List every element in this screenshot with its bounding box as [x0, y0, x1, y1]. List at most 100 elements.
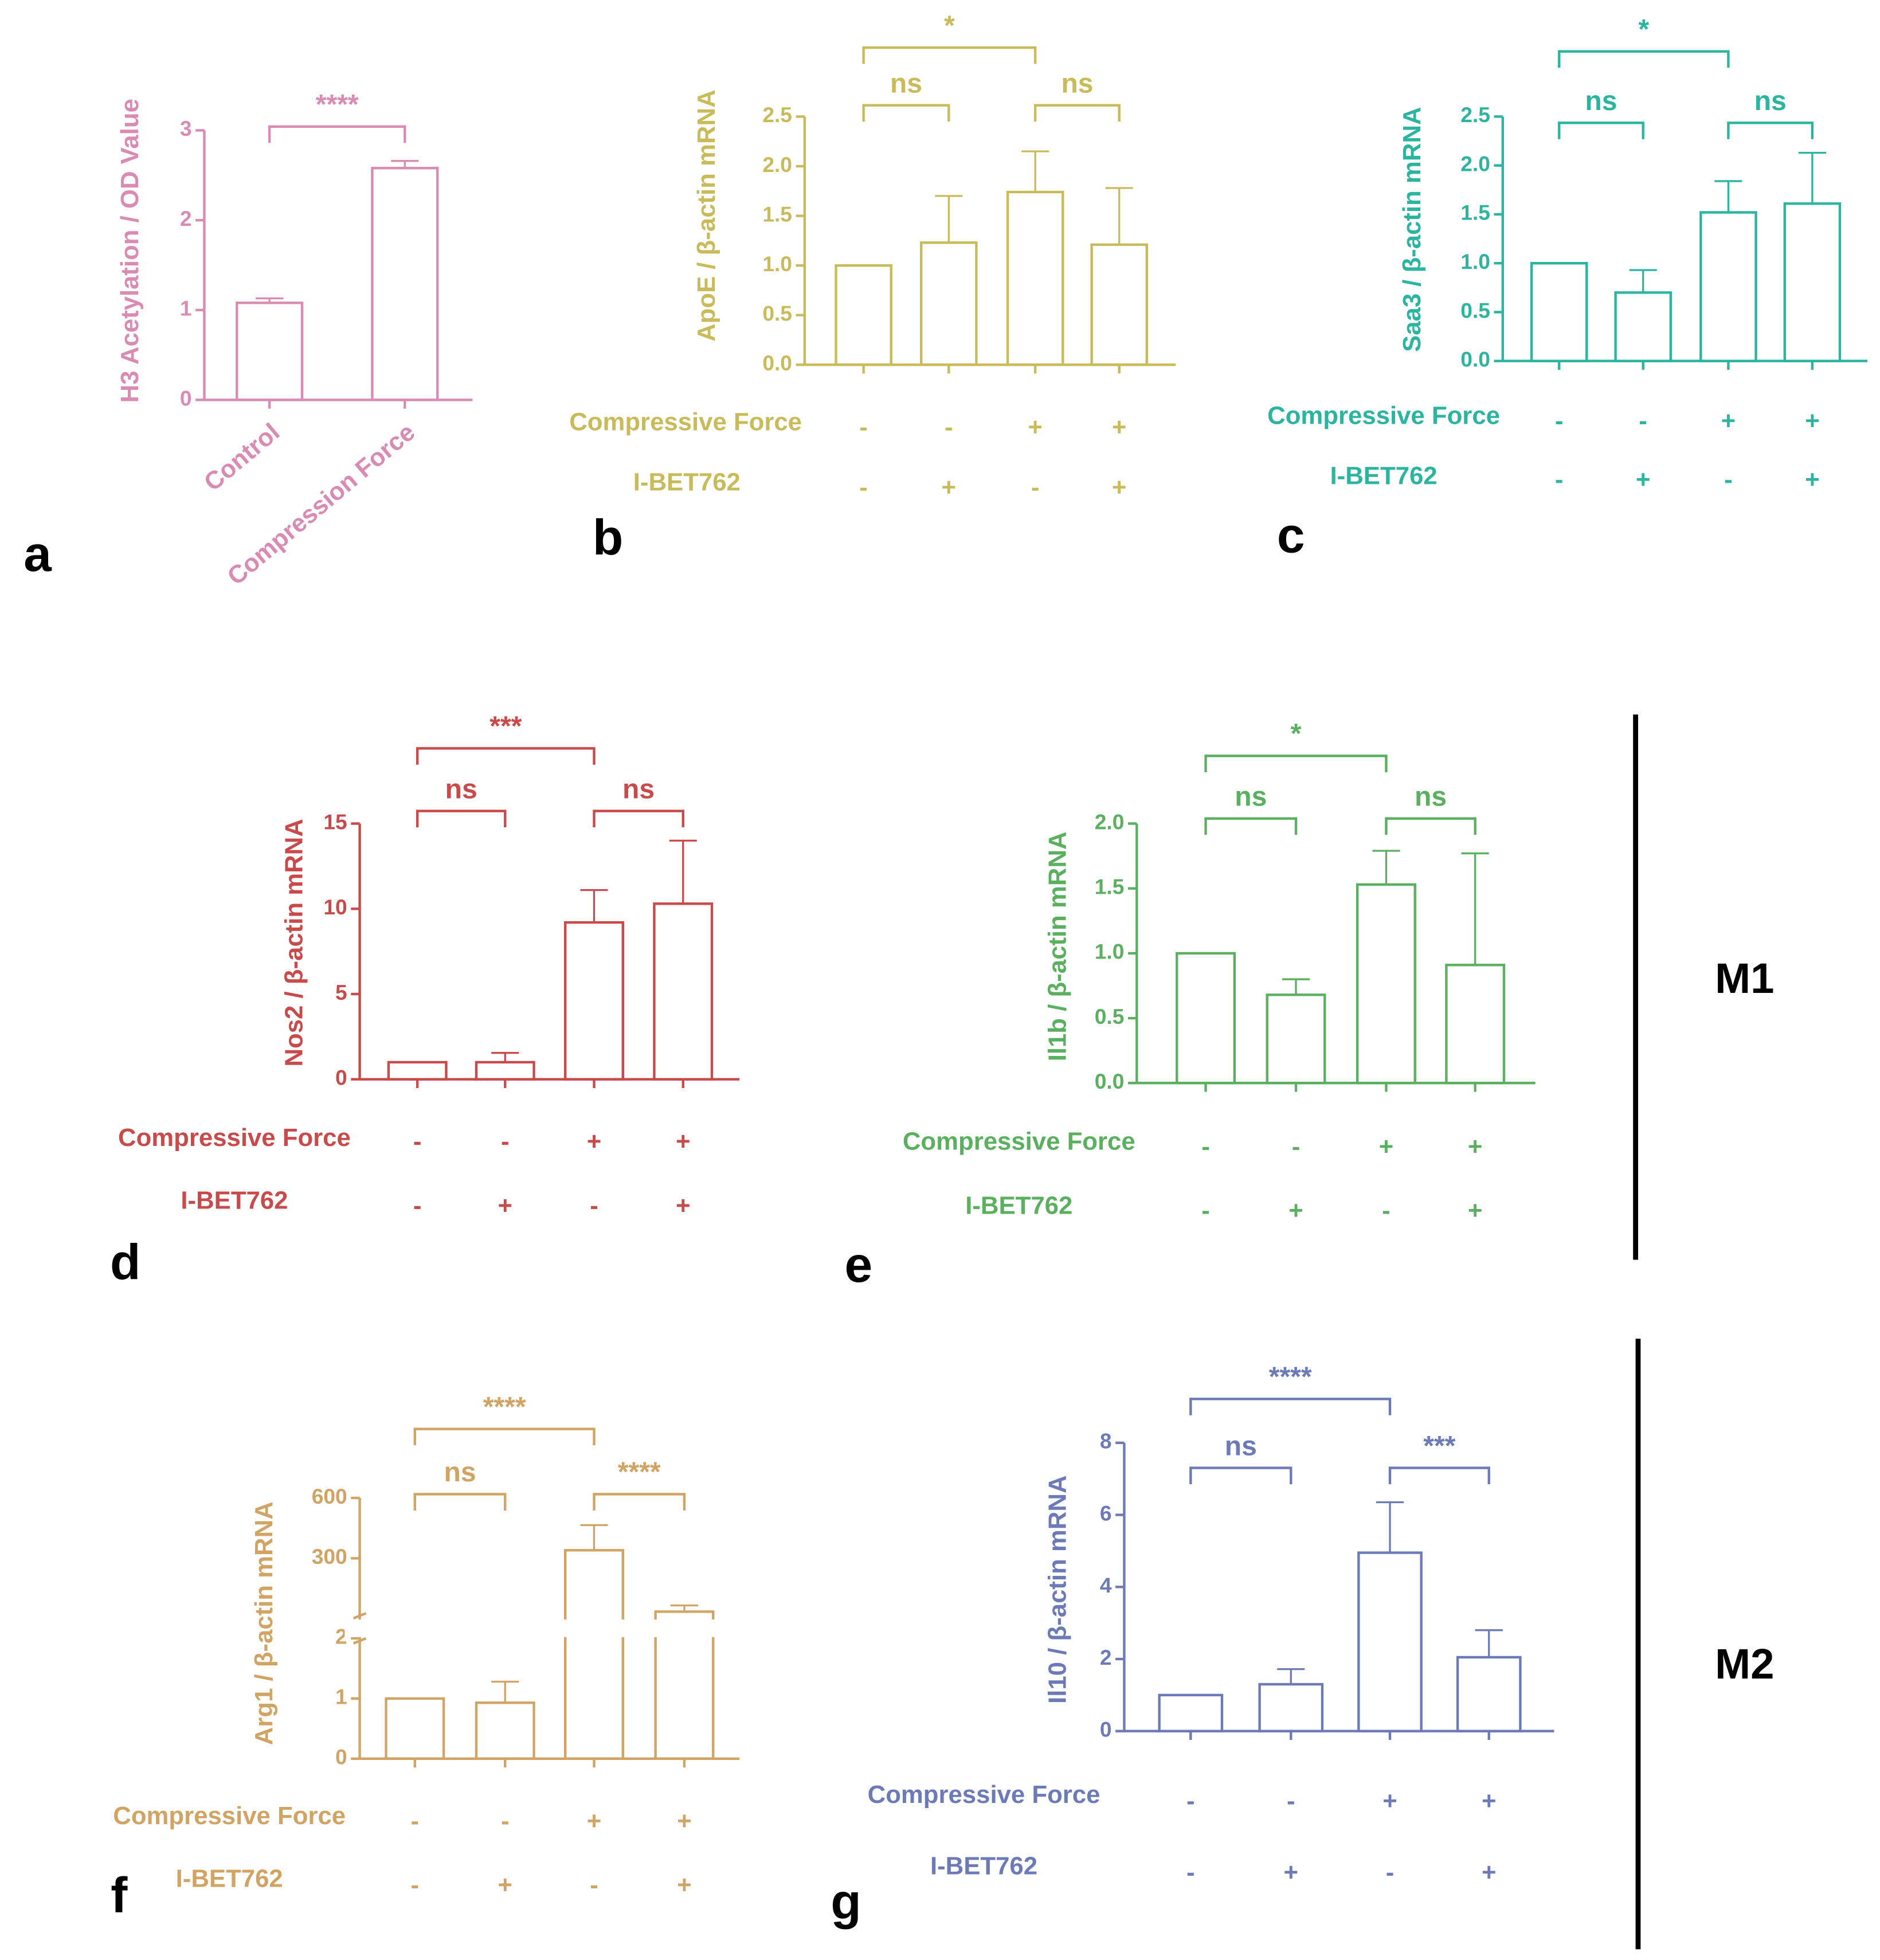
y-tick-label: 1	[335, 1685, 347, 1709]
significance-label: ns	[1754, 85, 1787, 116]
y-tick-label: 1.0	[1460, 249, 1490, 273]
row-sign: -	[413, 1128, 422, 1156]
row-sign: +	[1805, 465, 1820, 494]
y-tick-label: 300	[312, 1544, 347, 1568]
bar	[1006, 190, 1064, 366]
x-tick-label: Control	[199, 418, 285, 496]
significance-label: ns	[1235, 781, 1267, 812]
significance-bracket	[1388, 1466, 1490, 1484]
bar	[1266, 993, 1326, 1085]
y-tick-label: 2	[1100, 1645, 1112, 1669]
row-sign: +	[498, 1191, 512, 1219]
bar	[920, 241, 978, 366]
y-tick-label: 1.0	[1095, 940, 1125, 964]
row-sign: -	[1639, 406, 1647, 435]
significance-bracket	[1189, 1466, 1292, 1484]
y-axis-label: Arg1 / β-actin mRNA	[250, 1501, 278, 1745]
bar	[475, 1061, 535, 1081]
bar	[1783, 202, 1842, 362]
significance-label: ns	[445, 773, 477, 804]
panel-letter: c	[1277, 507, 1305, 563]
row-label: I-BET762	[633, 468, 741, 496]
group-label: M2	[1715, 1640, 1774, 1688]
significance-bracket	[593, 1493, 686, 1511]
significance-label: ***	[489, 711, 522, 742]
significance-bracket	[862, 46, 1037, 64]
significance-label: ns	[1225, 1430, 1257, 1461]
significance-bracket	[862, 104, 950, 122]
y-axis-label: Nos2 / β-actin mRNA	[280, 819, 308, 1066]
row-sign: +	[1112, 413, 1127, 441]
bar	[1090, 243, 1148, 366]
significance-label: ns	[622, 773, 655, 804]
bar	[1176, 952, 1236, 1085]
row-sign: -	[590, 1191, 598, 1219]
significance-label: ns	[444, 1457, 476, 1488]
row-sign: -	[1555, 465, 1564, 494]
row-sign: -	[590, 1871, 598, 1899]
bar	[564, 1549, 624, 1761]
row-label: I-BET762	[181, 1187, 288, 1215]
row-sign: +	[1805, 406, 1820, 435]
y-tick-label: 1.0	[762, 252, 792, 276]
bar	[1158, 1693, 1224, 1732]
y-tick-label: 0	[335, 1745, 347, 1769]
significance-bracket	[1727, 122, 1814, 139]
row-sign: -	[501, 1128, 510, 1156]
bar	[475, 1701, 535, 1761]
significance-bracket	[1033, 104, 1121, 122]
row-label: I-BET762	[176, 1864, 283, 1892]
significance-bracket	[1558, 122, 1644, 139]
significance-label: ****	[483, 1391, 526, 1422]
bar	[387, 1061, 448, 1081]
row-label: Compressive Force	[118, 1124, 351, 1152]
row-label: Compressive Force	[113, 1802, 346, 1830]
row-sign: -	[1292, 1132, 1301, 1160]
significance-bracket	[1204, 754, 1388, 772]
y-axis-label: Saa3 / β-actin mRNA	[1398, 107, 1426, 352]
row-sign: -	[1031, 473, 1040, 501]
y-tick-label: 0	[335, 1065, 347, 1089]
significance-label: ****	[1269, 1362, 1312, 1392]
row-sign: -	[1186, 1859, 1195, 1887]
row-sign: +	[1482, 1859, 1497, 1887]
row-sign: -	[1287, 1787, 1295, 1815]
y-tick-label: 2.5	[762, 103, 792, 127]
row-label: Compressive Force	[868, 1781, 1100, 1809]
y-tick-label: 0.0	[1460, 347, 1490, 371]
bar	[236, 302, 304, 401]
axis-break-mark	[352, 1612, 367, 1619]
significance-label: *	[1291, 718, 1302, 749]
row-sign: -	[945, 413, 953, 441]
y-tick-label: 0.5	[762, 302, 792, 326]
panel-letter: a	[23, 526, 52, 582]
bar	[385, 1697, 445, 1761]
row-sign: +	[1468, 1132, 1483, 1160]
row-sign: -	[1201, 1132, 1210, 1160]
y-tick-label: 0	[180, 386, 192, 410]
row-sign: +	[1112, 473, 1127, 501]
y-tick-label: 1.5	[1460, 201, 1490, 225]
bar	[1530, 262, 1588, 362]
y-tick-label: 5	[335, 980, 347, 1004]
row-sign: -	[1382, 1196, 1391, 1224]
bar	[1699, 211, 1757, 362]
significance-label: *	[1638, 14, 1649, 45]
row-sign: +	[676, 1128, 691, 1156]
y-tick-label: 2.5	[1460, 103, 1490, 127]
y-tick-label: 8	[1100, 1429, 1112, 1453]
row-sign: -	[411, 1871, 420, 1899]
y-tick-label: 2	[335, 1625, 347, 1649]
y-tick-label: 2	[180, 206, 192, 230]
row-sign: +	[1028, 413, 1043, 441]
y-tick-label: 6	[1100, 1501, 1112, 1525]
y-tick-label: 4	[1100, 1573, 1112, 1597]
row-sign: -	[1186, 1787, 1195, 1815]
significance-label: ****	[316, 89, 359, 120]
y-tick-label: 0.0	[762, 351, 792, 375]
bar	[1357, 1551, 1423, 1732]
significance-label: *	[944, 10, 955, 41]
y-tick-label: 0.5	[1095, 1004, 1125, 1028]
y-tick-label: 0.5	[1460, 298, 1490, 322]
